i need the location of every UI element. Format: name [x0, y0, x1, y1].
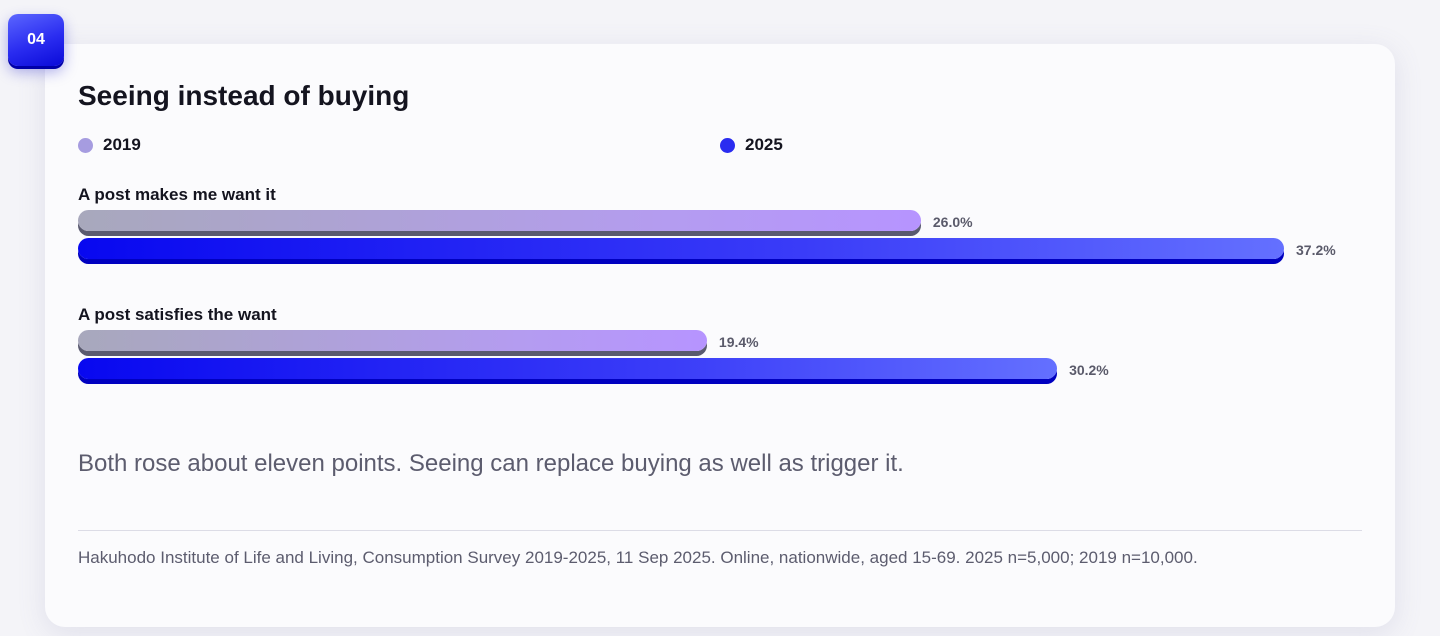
slide-number-badge: 04: [8, 14, 64, 66]
bar-satisfies-2025: [78, 358, 1058, 379]
legend-dot-2025: [720, 137, 735, 153]
legend-label-2019: 2019: [103, 135, 141, 154]
insight-text: Both rose about eleven points. Seeing ca…: [78, 450, 904, 477]
divider: [78, 530, 1362, 531]
legend-item-2025: 2025: [720, 135, 783, 155]
bar-want-2025: [78, 238, 1284, 259]
legend-label-2025: 2025: [745, 135, 783, 154]
value-label-want-2025: 37.2%: [1296, 242, 1336, 258]
value-label-satisfies-2019: 19.4%: [718, 334, 759, 350]
category-label-want: A post makes me want it: [78, 185, 276, 204]
category-label-satisfies: A post satisfies the want: [78, 305, 277, 324]
legend-dot-2019: [78, 137, 93, 153]
value-label-satisfies-2025: 30.2%: [1069, 362, 1109, 378]
chart-title: Seeing instead of buying: [78, 80, 410, 111]
legend-item-2019: 2019: [78, 135, 141, 155]
bar-satisfies-2019: [78, 330, 707, 351]
value-label-want-2019: 26.0%: [932, 214, 973, 230]
source-note: Hakuhodo Institute of Life and Living, C…: [78, 548, 1198, 567]
bar-want-2019: [78, 210, 921, 231]
